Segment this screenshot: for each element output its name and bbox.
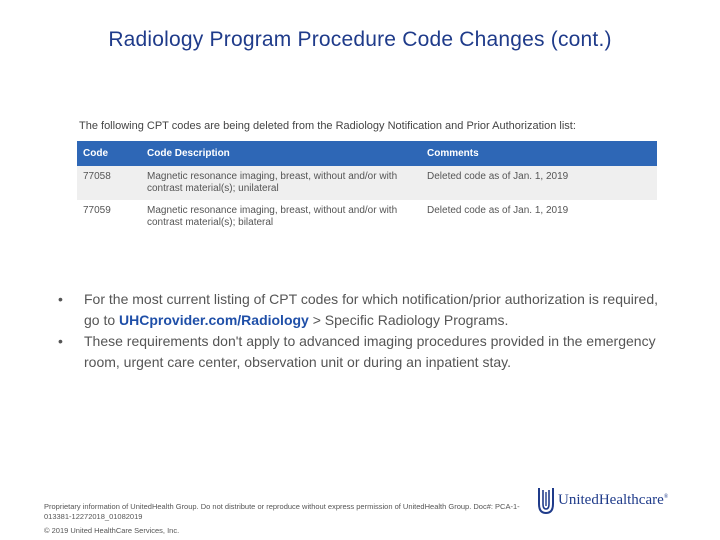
header-code: Code [77, 141, 141, 166]
table-row: 77058 Magnetic resonance imaging, breast… [77, 166, 657, 200]
slide-title: Radiology Program Procedure Code Changes… [108, 28, 612, 51]
header-description: Code Description [141, 141, 421, 166]
bullet-marker: • [58, 333, 63, 349]
cpt-code-table: Code Code Description Comments 77058 Mag… [77, 141, 657, 234]
logo-wordmark: UnitedHealthcare® [558, 492, 668, 509]
cell-description: Magnetic resonance imaging, breast, with… [141, 200, 421, 234]
table-caption: The following CPT codes are being delete… [79, 120, 576, 132]
table-header-row: Code Code Description Comments [77, 141, 657, 166]
bullet-list: • For the most current listing of CPT co… [58, 289, 668, 373]
bullet-item: • For the most current listing of CPT co… [58, 289, 668, 331]
bullet-text: For the most current listing of CPT code… [84, 291, 658, 328]
unitedhealthcare-logo: UnitedHealthcare® [538, 486, 668, 514]
logo-wordmark-text: UnitedHealthcare [558, 491, 664, 508]
logo-registered-mark: ® [663, 493, 669, 500]
cell-comments: Deleted code as of Jan. 1, 2019 [421, 166, 657, 200]
table-row: 77059 Magnetic resonance imaging, breast… [77, 200, 657, 234]
bullet-text: These requirements don't apply to advanc… [84, 333, 656, 370]
bullet-marker: • [58, 291, 63, 307]
cell-comments: Deleted code as of Jan. 1, 2019 [421, 200, 657, 234]
uhc-u-icon [538, 488, 554, 514]
copyright-text: © 2019 United HealthCare Services, Inc. [44, 526, 180, 535]
bullet-item: • These requirements don't apply to adva… [58, 331, 668, 373]
cell-code: 77059 [77, 200, 141, 234]
cell-code: 77058 [77, 166, 141, 200]
header-comments: Comments [421, 141, 657, 166]
cell-description: Magnetic resonance imaging, breast, with… [141, 166, 421, 200]
proprietary-notice: Proprietary information of UnitedHealth … [44, 502, 520, 521]
bullet-text-end: > Specific Radiology Programs. [308, 312, 509, 328]
radiology-link[interactable]: UHCprovider.com/Radiology [119, 312, 309, 328]
